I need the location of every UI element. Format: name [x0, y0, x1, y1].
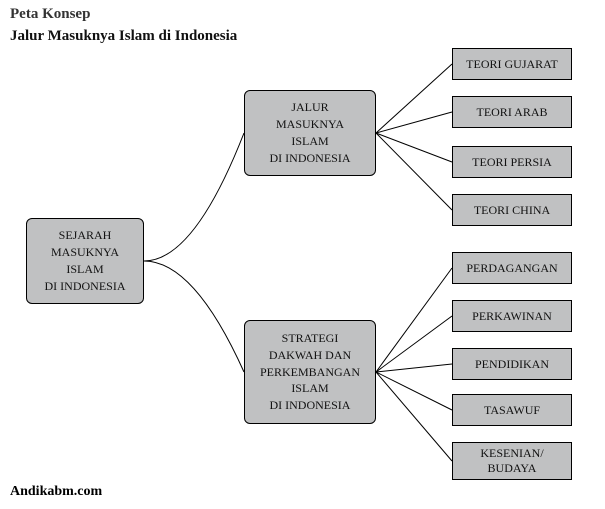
title-sub: Jalur Masuknya Islam di Indonesia [10, 28, 237, 45]
leaf-top-0: TEORI GUJARAT [452, 48, 572, 80]
leaf-bot-0: PERDAGANGAN [452, 252, 572, 284]
node-root: SEJARAHMASUKNYAISLAMDI INDONESIA [26, 218, 144, 304]
watermark: Andikabm.com [10, 484, 102, 500]
leaf-bot-2: PENDIDIKAN [452, 348, 572, 380]
leaf-bot-1: PERKAWINAN [452, 300, 572, 332]
diagram-container: Peta Konsep Jalur Masuknya Islam di Indo… [0, 0, 605, 509]
leaf-bot-3: TASAWUF [452, 394, 572, 426]
node-mid-top: JALURMASUKNYAISLAMDI INDONESIA [244, 90, 376, 176]
node-mid-bot: STRATEGIDAKWAH DANPERKEMBANGANISLAMDI IN… [244, 320, 376, 424]
leaf-top-1: TEORI ARAB [452, 96, 572, 128]
title-main: Peta Konsep [10, 6, 90, 23]
leaf-top-2: TEORI PERSIA [452, 146, 572, 178]
leaf-bot-4: KESENIAN/BUDAYA [452, 442, 572, 480]
leaf-top-3: TEORI CHINA [452, 194, 572, 226]
